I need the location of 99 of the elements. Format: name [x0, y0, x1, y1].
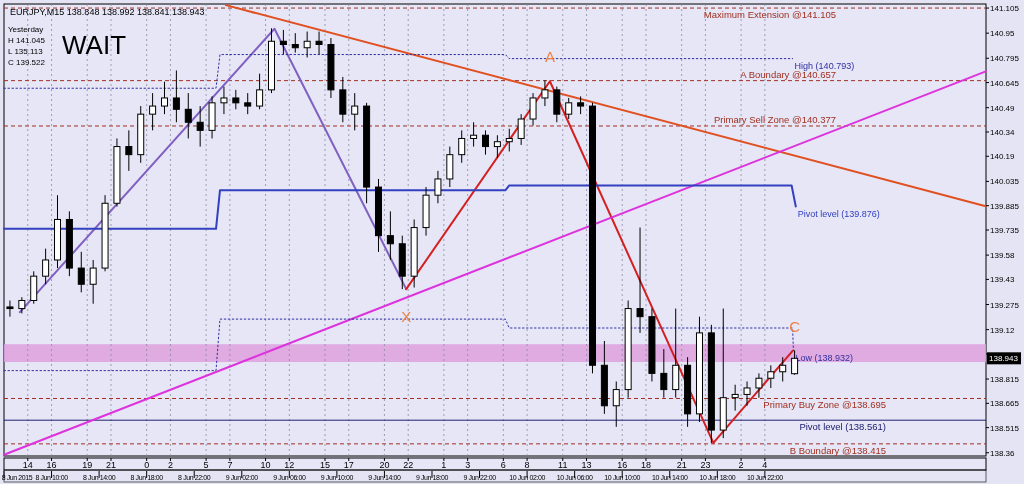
candlestick — [493, 134, 501, 159]
annotation: C 139.522 — [8, 58, 46, 67]
y-tick-label: 138.515 — [990, 423, 1020, 433]
x-tick-label: 14 — [22, 460, 33, 470]
candlestick — [541, 79, 549, 107]
annotation: C — [789, 317, 801, 335]
candlestick — [256, 73, 264, 110]
y-tick-label: 139.885 — [990, 201, 1020, 211]
annotation: 138.943 — [989, 354, 1019, 364]
y-tick-label: 138.815 — [990, 375, 1020, 385]
x-tick-label: 17 — [343, 460, 354, 470]
x-tick-label: 16 — [46, 460, 57, 470]
candlestick — [481, 129, 489, 156]
x-tick-label: 15 — [319, 460, 330, 470]
y-tick-label: 140.645 — [990, 78, 1020, 88]
x-tick-label: 18 — [640, 460, 651, 470]
annotation: X — [401, 307, 412, 325]
x-tick-label: 2 — [738, 460, 744, 470]
candlestick — [220, 86, 228, 115]
candlestick — [161, 81, 168, 115]
y-tick-label: 140.95 — [990, 29, 1016, 39]
x-tick-label: 6 — [500, 460, 506, 470]
candlestick — [149, 92, 157, 131]
x-tick-label: 1 — [441, 460, 447, 470]
y-tick-label: 138.665 — [990, 399, 1020, 409]
annotation: L 135.113 — [8, 47, 44, 56]
candlestick — [125, 129, 133, 172]
series-label: Pivot level (139.876) — [797, 208, 880, 219]
x-tick-label: 21 — [105, 460, 117, 470]
y-tick-label: 140.035 — [990, 177, 1020, 187]
candlestick — [351, 92, 359, 131]
ref-line-label: Maximum Extension @141.105 — [703, 9, 836, 21]
candlestick — [232, 89, 240, 110]
ref-line-label: Primary Buy Zone @138.695 — [763, 399, 886, 411]
x-tick-label: 10 — [260, 460, 271, 470]
candlestick — [89, 259, 97, 305]
x-tick-label: 11 — [558, 460, 568, 470]
x-tick-label: 19 — [82, 460, 93, 470]
y-tick-label: 139.735 — [990, 226, 1020, 235]
candlestick — [315, 31, 323, 55]
candlestick — [172, 69, 180, 123]
x-tick-label: 22 — [403, 460, 414, 470]
x-tick-label: 21 — [676, 460, 687, 470]
y-tick-label: 139.43 — [990, 275, 1016, 285]
annotation: Yesterday — [8, 25, 44, 34]
y-tick-label: 140.795 — [990, 54, 1020, 64]
annotation: A — [544, 47, 555, 65]
y-tick-label: 141.105 — [990, 4, 1020, 14]
candlestick — [458, 129, 466, 164]
y-tick-label: 140.19 — [990, 152, 1016, 162]
x-tick-label: 20 — [379, 460, 390, 470]
x-tick-label: 2 — [167, 460, 173, 470]
candlestick — [612, 380, 620, 428]
candlestick — [731, 384, 739, 412]
candlestick — [755, 372, 763, 399]
y-tick-label: 140.34 — [990, 127, 1016, 137]
annotation: H 141.045 — [8, 36, 46, 45]
candlestick — [470, 121, 478, 148]
candlestick — [565, 97, 573, 120]
x-tick-label: 12 — [284, 460, 295, 470]
candlestick — [529, 92, 537, 127]
x-tick-label: 3 — [465, 460, 471, 470]
x-tick-label: 4 — [762, 460, 768, 470]
candlestick — [279, 29, 287, 55]
text: WAIT — [62, 30, 127, 60]
y-tick-label: 139.275 — [990, 300, 1020, 310]
x-tick-label: 23 — [700, 460, 711, 470]
candlestick — [42, 248, 50, 285]
x-tick-label: 16 — [617, 460, 628, 470]
candlestick — [291, 32, 299, 54]
y-tick-label: 139.12 — [990, 325, 1016, 335]
x-tick-label: 8 — [524, 460, 530, 470]
candlestick — [505, 128, 513, 152]
candlestick — [517, 113, 525, 146]
y-tick-label: 140.49 — [990, 103, 1016, 113]
y-tick-label: 138.36 — [990, 448, 1016, 458]
x-tick-label: 0 — [144, 460, 150, 470]
candlestick — [779, 356, 787, 382]
ref-line-label: Primary Sell Zone @140.377 — [713, 113, 836, 125]
x-tick-label: 13 — [581, 460, 592, 470]
candlestick — [77, 251, 85, 293]
candlestick — [660, 348, 668, 399]
line-series — [3, 184, 797, 230]
x-tick-label: 7 — [227, 460, 233, 470]
candlestick — [743, 380, 751, 407]
candlestick — [767, 364, 775, 389]
candlestick — [244, 92, 252, 115]
candlestick — [6, 299, 14, 318]
candlestick — [636, 227, 644, 334]
chart-title: EURJPY,M15 138.848 138.992 138.841 138.943 — [10, 7, 205, 17]
ref-line-label: Pivot level (138.561) — [799, 421, 886, 433]
candlestick — [434, 170, 442, 204]
candlestick — [196, 105, 204, 148]
candlestick — [386, 210, 394, 261]
candlestick — [303, 31, 311, 58]
x-tick-label: 5 — [203, 460, 209, 470]
candlestick — [184, 92, 192, 139]
y-tick-label: 139.58 — [990, 251, 1016, 261]
ref-line-label: B Boundary @138.415 — [789, 444, 886, 456]
